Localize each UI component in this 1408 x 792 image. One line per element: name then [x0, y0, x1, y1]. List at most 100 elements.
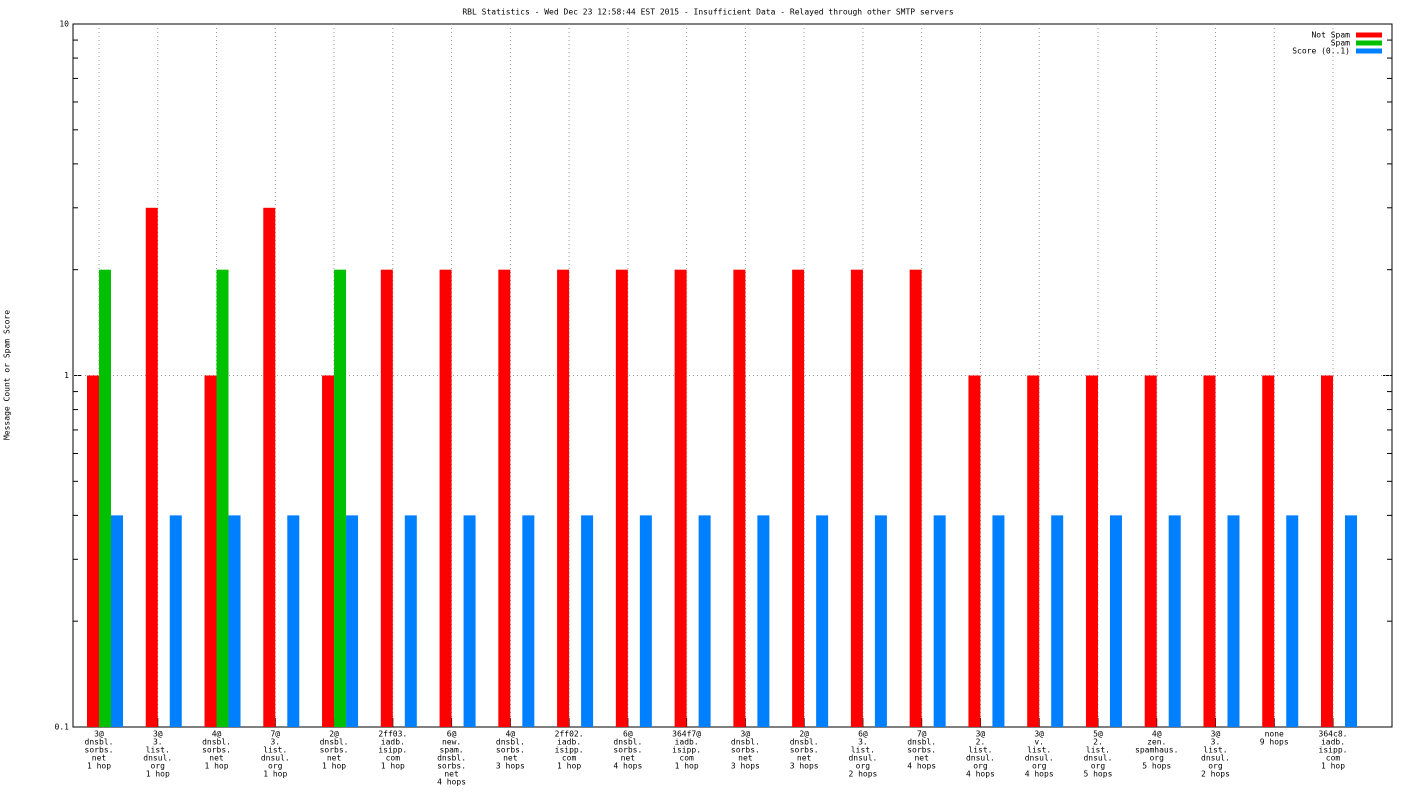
x-tick-label: dnsbl.: [907, 738, 936, 747]
bar: [439, 269, 452, 727]
x-tick-label: org: [268, 762, 283, 771]
x-tick-label: dnsul.: [261, 754, 290, 763]
x-tick-label: 6@: [623, 730, 633, 739]
x-tick-label: 4@: [1152, 730, 1162, 739]
bar: [204, 375, 217, 727]
x-tick-label: 1 hop: [1321, 762, 1345, 771]
legend-swatch: [1356, 32, 1382, 38]
x-tick-label: 3.: [1211, 738, 1221, 747]
x-tick-label: isipp.: [378, 746, 407, 755]
y-axis-label: Message Count or Spam Score: [3, 310, 12, 440]
x-tick-label: list.: [146, 746, 170, 755]
x-tick-label: 3 hops: [496, 762, 525, 771]
bar: [909, 269, 922, 727]
x-tick-label: net: [327, 754, 342, 763]
x-tick-label: 1 hop: [381, 762, 405, 771]
x-tick-label: dnsul.: [1201, 754, 1230, 763]
x-tick-label: 3@: [1034, 730, 1044, 739]
x-tick-label: org: [1208, 762, 1223, 771]
x-tick-label: net: [738, 754, 753, 763]
x-tick-label: 364c8.: [1319, 730, 1348, 739]
bar: [674, 269, 687, 727]
x-tick-label: 3 hops: [790, 762, 819, 771]
x-tick-label: iadb.: [381, 738, 405, 747]
legend-label: Spam: [1331, 39, 1350, 48]
bar: [874, 515, 887, 727]
bar: [1109, 515, 1122, 727]
bar: [145, 207, 158, 728]
x-tick-label: net: [209, 754, 224, 763]
x-tick-label: com: [1326, 754, 1341, 763]
x-tick-label: 364f7@: [672, 730, 701, 739]
x-tick-label: 6@: [858, 730, 868, 739]
x-tick-label: dnsbl.: [320, 738, 349, 747]
bar: [1227, 515, 1240, 727]
x-tick-label: iadb.: [557, 738, 581, 747]
x-tick-label: 1 hop: [322, 762, 346, 771]
x-tick-label: 1 hop: [675, 762, 699, 771]
x-tick-label: spamhaus.: [1135, 746, 1178, 755]
bar: [522, 515, 535, 727]
x-tick-label: isipp.: [555, 746, 584, 755]
x-tick-label: net: [621, 754, 636, 763]
x-tick-label: 4 hops: [613, 762, 642, 771]
x-tick-label: sorbs.: [320, 746, 349, 755]
bar: [87, 375, 99, 727]
x-tick-label: net: [92, 754, 107, 763]
x-tick-label: dnsbl.: [790, 738, 819, 747]
legend-label: Not Spam: [1311, 31, 1350, 40]
x-tick-label: net: [503, 754, 518, 763]
bar: [99, 269, 111, 727]
legend-swatch: [1356, 48, 1382, 54]
bar: [263, 207, 276, 728]
x-tick-label: 3@: [153, 730, 163, 739]
x-tick-label: 2 hops: [848, 770, 877, 779]
x-tick-label: 4 hops: [966, 770, 995, 779]
x-tick-label: 2ff03.: [378, 730, 407, 739]
bar: [1321, 375, 1333, 727]
bar: [498, 269, 511, 727]
bar: [850, 269, 863, 727]
x-tick-label: 3@: [976, 730, 986, 739]
x-tick-label: 3@: [1211, 730, 1221, 739]
x-tick-label: 4 hops: [1025, 770, 1054, 779]
x-tick-label: dnsbl.: [731, 738, 760, 747]
x-tick-label: 2.: [1093, 738, 1103, 747]
bar: [557, 269, 570, 727]
bar: [334, 269, 347, 727]
x-tick-label: 9 hops: [1260, 738, 1289, 747]
x-tick-label: iadb.: [675, 738, 699, 747]
x-tick-label: list.: [1203, 746, 1227, 755]
legend-swatch: [1356, 40, 1382, 46]
bar: [380, 269, 393, 727]
x-tick-label: new.: [442, 738, 461, 747]
bar: [346, 515, 359, 727]
x-tick-label: sorbs.: [613, 746, 642, 755]
x-tick-label: 1 hop: [146, 770, 170, 779]
x-tick-label: 3 hops: [731, 762, 760, 771]
bar: [1203, 375, 1216, 727]
bar: [639, 515, 652, 727]
x-tick-label: v.: [1034, 738, 1044, 747]
bar: [581, 515, 594, 727]
bar: [792, 269, 805, 727]
x-tick-label: 1 hop: [204, 762, 228, 771]
x-tick-label: sorbs.: [437, 762, 466, 771]
x-tick-label: sorbs.: [731, 746, 760, 755]
y-tick-label: 0.1: [55, 723, 70, 732]
x-tick-label: 4@: [506, 730, 516, 739]
x-tick-label: 2.: [976, 738, 986, 747]
bar: [404, 515, 417, 727]
bar: [698, 515, 711, 727]
x-tick-label: spam.: [440, 746, 464, 755]
x-tick-label: 3.: [858, 738, 868, 747]
x-tick-label: 4 hops: [907, 762, 936, 771]
x-tick-label: 3.: [270, 738, 280, 747]
legend-label: Score (0..1): [1292, 47, 1350, 56]
x-tick-label: dnsul.: [143, 754, 172, 763]
x-tick-label: com: [386, 754, 401, 763]
x-tick-label: none: [1265, 730, 1284, 739]
x-tick-label: org: [1032, 762, 1047, 771]
x-tick-label: 1 hop: [263, 770, 287, 779]
